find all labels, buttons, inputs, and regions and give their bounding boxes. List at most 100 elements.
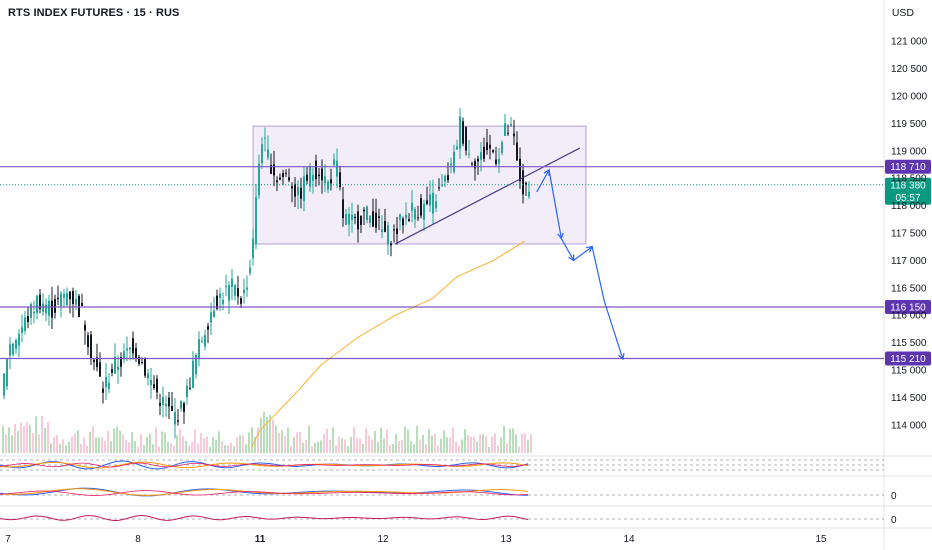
volume-bar xyxy=(125,439,127,453)
candle-body xyxy=(279,177,281,180)
projection-arrowhead xyxy=(557,232,564,240)
volume-bar xyxy=(401,439,403,453)
candle-body xyxy=(393,229,395,231)
volume-bar xyxy=(383,438,385,453)
candle-body xyxy=(105,376,107,388)
candle-body xyxy=(336,160,338,177)
volume-bar xyxy=(305,440,307,453)
y-axis-tick-label: 119 000 xyxy=(891,146,927,157)
volume-bar xyxy=(317,441,319,453)
volume-bar xyxy=(446,437,448,453)
candle-body xyxy=(264,137,266,139)
candle-body xyxy=(396,228,398,235)
candle-body xyxy=(21,327,23,333)
volume-bar xyxy=(458,445,460,453)
candle-body xyxy=(99,362,101,377)
volume-bar xyxy=(218,431,220,453)
volume-bar xyxy=(143,445,145,453)
volume-bar xyxy=(35,416,37,453)
volume-bar xyxy=(476,441,478,453)
chart-title: RTS INDEX FUTURES · 15 · RUS xyxy=(8,7,180,19)
volume-bar xyxy=(407,429,409,453)
candle-body xyxy=(474,161,476,169)
candle-body xyxy=(261,144,263,164)
indicator-line xyxy=(0,488,529,496)
volume-bar xyxy=(65,445,67,453)
candle-body xyxy=(201,340,203,342)
candle-body xyxy=(138,357,140,364)
volume-bar xyxy=(509,428,511,453)
volume-bar xyxy=(206,436,208,453)
volume-bar xyxy=(164,432,166,453)
candle-body xyxy=(333,159,335,166)
volume-bar xyxy=(254,436,256,453)
moving-average-line xyxy=(251,240,525,447)
candle-body xyxy=(294,183,296,197)
candle-body xyxy=(483,146,485,159)
candle-body xyxy=(288,177,290,181)
candle-body xyxy=(453,151,455,172)
volume-bar xyxy=(257,427,259,453)
volume-bar xyxy=(266,417,268,453)
candle-body xyxy=(63,293,65,298)
volume-bar xyxy=(11,435,13,453)
currency-label[interactable]: USD xyxy=(891,7,914,19)
volume-bar xyxy=(389,445,391,453)
volume-bar xyxy=(371,439,373,453)
volume-bar xyxy=(185,440,187,453)
x-axis-tick-label: 14 xyxy=(623,534,635,545)
candle-body xyxy=(357,211,359,230)
volume-bar xyxy=(392,444,394,453)
volume-bar xyxy=(152,444,154,453)
volume-bar xyxy=(209,446,211,453)
volume-bar xyxy=(170,443,172,453)
candle-body xyxy=(486,142,488,151)
trendline[interactable] xyxy=(395,147,581,245)
candle-body xyxy=(72,291,74,305)
candle-body xyxy=(231,278,233,287)
volume-bar xyxy=(137,446,139,453)
volume-bar xyxy=(419,439,421,453)
volume-bar xyxy=(92,425,94,453)
candle-body xyxy=(39,294,41,310)
candle-body xyxy=(306,174,308,181)
candle-body xyxy=(447,175,449,181)
candle-body xyxy=(423,203,425,220)
volume-bar xyxy=(242,435,244,453)
volume-bar xyxy=(302,442,304,453)
volume-bar xyxy=(176,435,178,453)
candle-body xyxy=(504,123,506,136)
volume-bar xyxy=(524,433,526,453)
candle-body xyxy=(258,163,260,196)
candle-body xyxy=(408,219,410,222)
candle-body xyxy=(429,194,431,206)
volume-bar xyxy=(491,436,493,453)
candle-body xyxy=(426,200,428,204)
range-box[interactable] xyxy=(252,125,587,245)
candle-body xyxy=(159,402,161,406)
projection-arrowhead xyxy=(586,245,594,253)
volume-bar xyxy=(110,441,112,453)
volume-bar xyxy=(29,424,31,453)
candle-body xyxy=(348,213,350,225)
candle-body xyxy=(153,384,155,389)
candle-body xyxy=(120,357,122,367)
candle-body xyxy=(42,303,44,312)
projection-arrowhead xyxy=(618,353,625,361)
candle-body xyxy=(81,302,83,306)
volume-bar xyxy=(500,437,502,453)
volume-bar xyxy=(425,444,427,453)
volume-bar xyxy=(71,436,73,453)
volume-bar xyxy=(53,437,55,453)
volume-bar xyxy=(2,426,4,453)
candle-body xyxy=(495,159,497,164)
candle-body xyxy=(189,387,191,389)
candle-body xyxy=(114,356,116,374)
volume-bar xyxy=(56,434,58,453)
candle-body xyxy=(66,292,68,306)
volume-bar xyxy=(104,441,106,453)
volume-bar xyxy=(506,443,508,453)
volume-bar xyxy=(98,437,100,453)
volume-bar xyxy=(50,443,52,453)
